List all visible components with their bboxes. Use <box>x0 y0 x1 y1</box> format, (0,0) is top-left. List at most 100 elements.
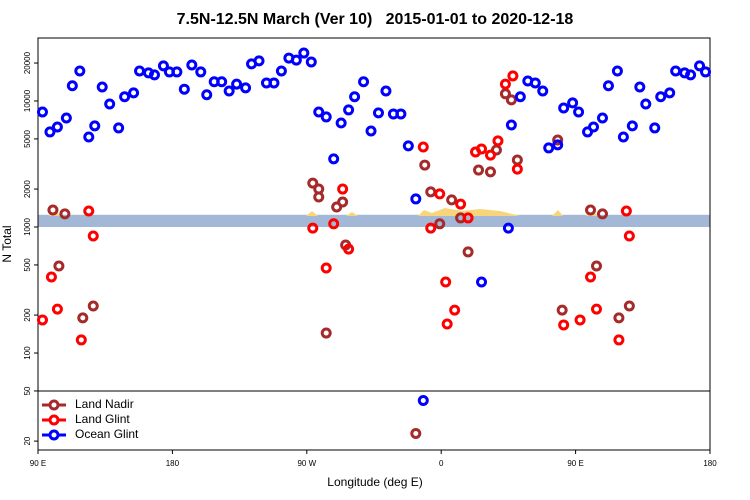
chart-title: 7.5N-12.5N March (Ver 10) 2015-01-01 to … <box>177 11 574 28</box>
legend-marker <box>48 414 60 426</box>
data-point <box>178 83 190 95</box>
data-point <box>87 230 99 242</box>
data-point <box>449 304 461 316</box>
data-point <box>337 196 349 208</box>
data-point <box>514 91 526 103</box>
data-point <box>476 143 488 155</box>
data-point <box>410 193 422 205</box>
data-point <box>313 106 325 118</box>
data-point <box>343 243 355 255</box>
fill-shape <box>418 208 520 216</box>
data-point <box>307 222 319 234</box>
y-tick-label: 20 <box>23 436 32 445</box>
data-point <box>613 334 625 346</box>
data-point <box>402 140 414 152</box>
data-point <box>462 212 474 224</box>
data-point <box>268 77 280 89</box>
data-point <box>634 81 646 93</box>
data-point <box>337 183 349 195</box>
data-point <box>51 121 63 133</box>
data-point <box>75 334 87 346</box>
data-point <box>499 88 511 100</box>
data-point <box>305 56 317 68</box>
x-tick-label: 180 <box>166 459 180 468</box>
data-point <box>476 276 488 288</box>
data-point <box>649 122 661 134</box>
data-point <box>66 80 78 92</box>
data-point <box>328 218 340 230</box>
data-point <box>585 204 597 216</box>
data-point <box>499 78 511 90</box>
data-point <box>320 262 332 274</box>
data-point <box>613 312 625 324</box>
data-point <box>77 312 89 324</box>
data-point <box>51 303 63 315</box>
data-point <box>83 131 95 143</box>
data-point <box>502 222 514 234</box>
data-point <box>44 126 56 138</box>
data-point <box>685 69 697 81</box>
legend-label: Ocean Glint <box>75 427 139 441</box>
data-point <box>60 112 72 124</box>
data-point <box>434 218 446 230</box>
data-point <box>694 60 706 72</box>
data-point <box>417 141 429 153</box>
data-point <box>253 55 265 67</box>
data-point <box>417 394 429 406</box>
data-point <box>596 208 608 220</box>
data-point <box>372 107 384 119</box>
data-point <box>128 87 140 99</box>
data-point <box>171 66 183 78</box>
data-point <box>484 149 496 161</box>
data-point <box>558 319 570 331</box>
band <box>38 214 710 227</box>
data-point <box>45 271 57 283</box>
data-point <box>104 98 116 110</box>
data-point <box>462 246 474 258</box>
data-point <box>505 119 517 131</box>
y-tick-label: 2000 <box>23 180 32 198</box>
data-point <box>620 205 632 217</box>
data-point <box>591 260 603 272</box>
legend-label: Land Nadir <box>75 397 134 411</box>
x-tick-label: 90 W <box>297 459 316 468</box>
data-point <box>440 276 452 288</box>
data-point <box>473 164 485 176</box>
data-point <box>617 131 629 143</box>
data-point <box>441 318 453 330</box>
x-tick-label: 90 E <box>567 459 583 468</box>
data-point <box>623 230 635 242</box>
data-point <box>640 98 652 110</box>
data-point <box>119 91 131 103</box>
data-point <box>611 65 623 77</box>
fill-shape <box>346 212 358 216</box>
data-point <box>410 427 422 439</box>
data-point <box>596 112 608 124</box>
legend-marker <box>48 399 60 411</box>
data-point <box>585 271 597 283</box>
data-point <box>307 177 319 189</box>
fill-shape <box>552 210 563 216</box>
fill-shape <box>306 211 318 216</box>
y-tick-label: 20000 <box>23 51 32 74</box>
x-tick-label: 180 <box>703 459 717 468</box>
data-point <box>664 87 676 99</box>
data-point <box>395 108 407 120</box>
plot-area: 90 E 180 90 W 0 90 E 180 20 50 100 200 500 1000 2000… <box>23 37 717 468</box>
data-point <box>53 260 65 272</box>
data-point <box>425 222 437 234</box>
data-point <box>201 89 213 101</box>
data-point <box>96 81 108 93</box>
data-point <box>626 120 638 132</box>
data-point <box>358 76 370 88</box>
data-point <box>216 76 228 88</box>
data-point <box>655 91 667 103</box>
y-tick-label: 100 <box>23 346 32 360</box>
data-point <box>507 70 519 82</box>
data-point <box>543 142 555 154</box>
data-point <box>59 208 71 220</box>
data-point <box>36 314 48 326</box>
data-point <box>47 204 59 216</box>
